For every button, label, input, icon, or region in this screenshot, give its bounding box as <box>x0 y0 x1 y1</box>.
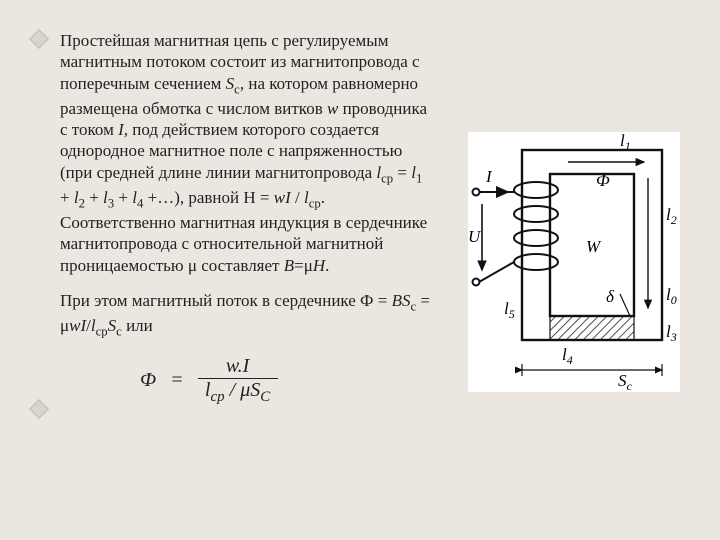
label-U: U <box>468 227 482 246</box>
label-l1: l1 <box>620 132 631 153</box>
bullet-2 <box>29 399 49 419</box>
fraction: w.I lср / μSС <box>198 355 278 407</box>
label-Sc: Sс <box>618 371 633 392</box>
label-W: W <box>586 237 602 256</box>
paragraph-2: При этом магнитный поток в сердечнике Ф … <box>60 290 460 341</box>
bullet-1 <box>29 29 49 49</box>
label-I: I <box>485 167 493 186</box>
formula-lhs: Ф <box>140 369 156 392</box>
label-Phi: Ф <box>596 171 610 190</box>
magnetic-circuit-diagram: I U Ф W δ l1 l2 l0 l3 l4 l5 Sс <box>468 132 680 392</box>
paragraph-1: Простейшая магнитная цепь с регулируемым… <box>60 30 430 276</box>
label-l5: l5 <box>504 299 515 321</box>
label-l3: l3 <box>666 322 677 344</box>
fraction-denominator: lср / μSС <box>199 379 276 406</box>
label-l2: l2 <box>666 205 677 227</box>
fraction-numerator: w.I <box>220 355 256 378</box>
equals-sign: = <box>170 369 184 392</box>
label-l4: l4 <box>562 345 573 367</box>
label-delta: δ <box>606 287 615 306</box>
label-l0: l0 <box>666 285 677 307</box>
